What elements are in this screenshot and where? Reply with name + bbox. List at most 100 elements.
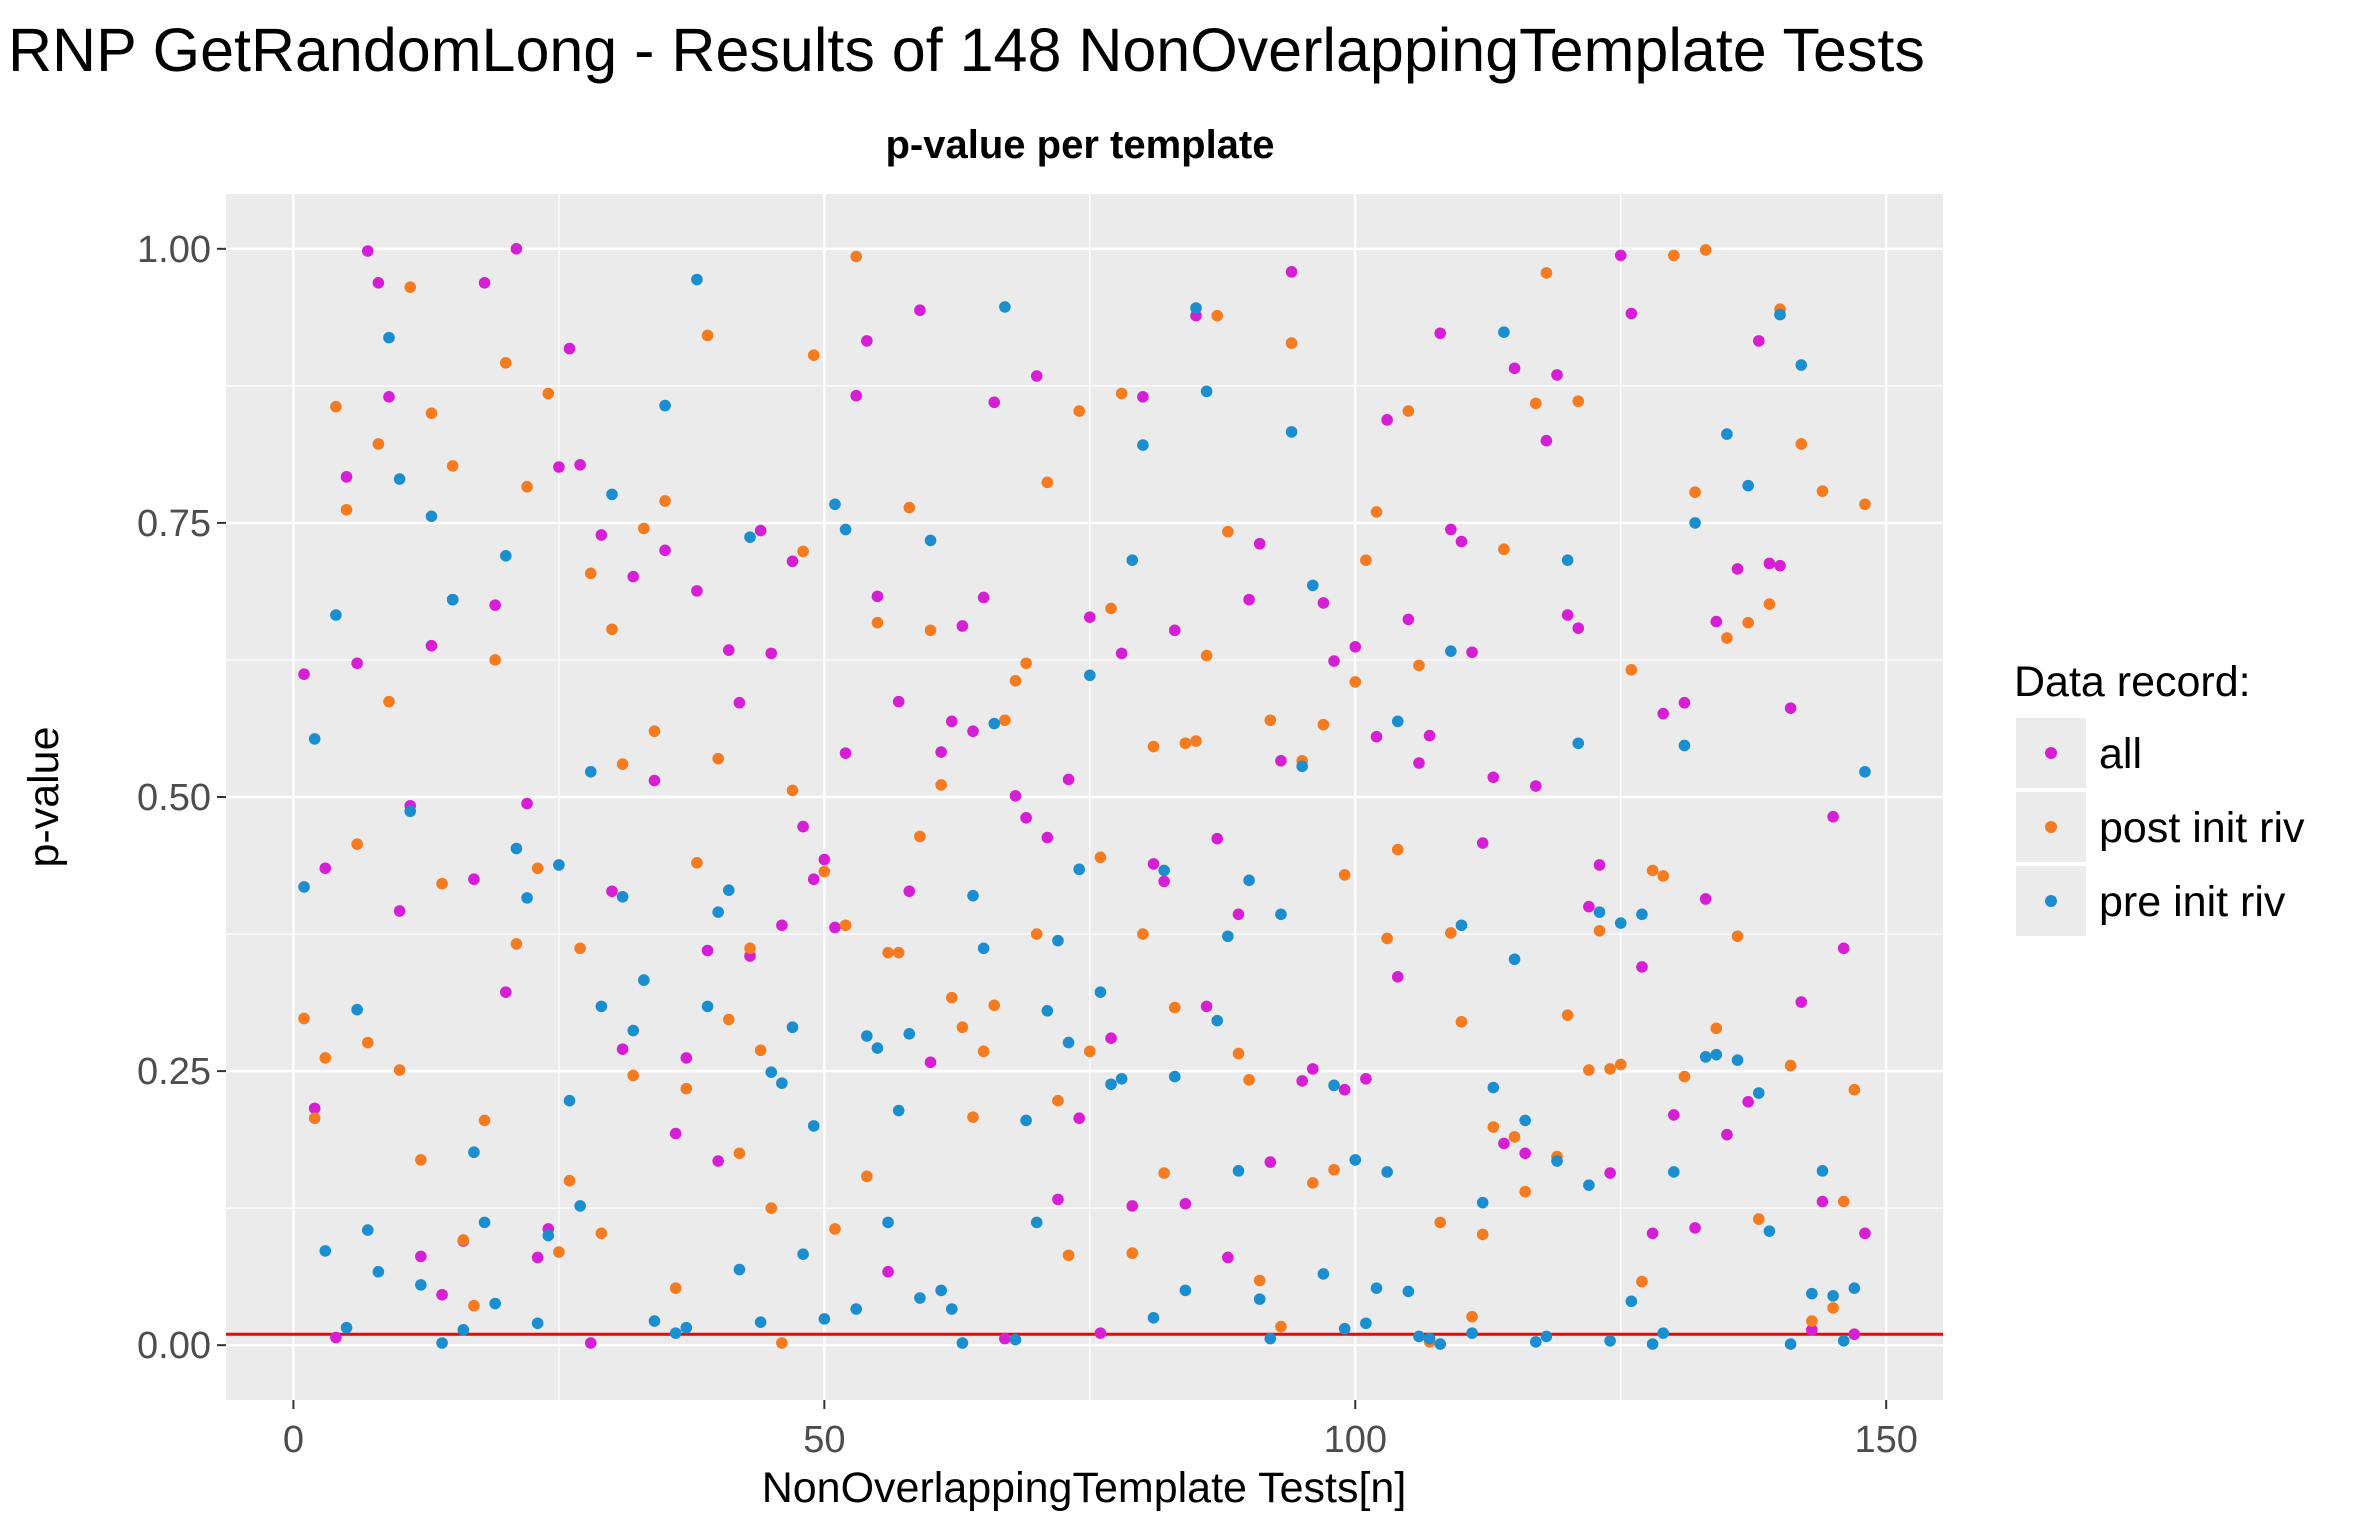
data-point: [1306, 1063, 1319, 1075]
data-point: [1232, 908, 1245, 921]
data-point: [1487, 771, 1500, 784]
data-point: [680, 1321, 693, 1334]
data-point: [733, 696, 746, 709]
data-point: [1614, 917, 1627, 929]
data-point: [584, 567, 597, 580]
data-point: [1593, 906, 1606, 918]
data-point: [1699, 1051, 1712, 1063]
data-point: [701, 944, 714, 957]
data-point: [1466, 1327, 1478, 1339]
data-point: [1179, 1197, 1192, 1210]
data-point: [691, 585, 703, 597]
data-point: [701, 329, 714, 342]
data-point: [1508, 362, 1521, 375]
data-point: [1636, 961, 1648, 973]
data-point: [1105, 1078, 1117, 1091]
data-point: [1243, 593, 1255, 606]
data-point: [1668, 249, 1680, 262]
data-point: [1434, 1216, 1447, 1229]
legend: Data record: all post init riv pre init ri…: [2014, 658, 2305, 936]
x-tick-label: 100: [1324, 1419, 1387, 1461]
data-point: [1073, 405, 1085, 417]
data-point: [1816, 1165, 1829, 1177]
data-point: [839, 523, 852, 536]
data-point: [1699, 244, 1712, 256]
data-point: [1519, 1114, 1531, 1127]
data-point: [308, 1112, 321, 1125]
data-point: [1827, 1290, 1839, 1302]
data-point: [1837, 1334, 1850, 1347]
data-point: [361, 1036, 374, 1049]
data-point: [1062, 1036, 1075, 1049]
data-point: [627, 570, 640, 583]
data-point: [935, 1284, 947, 1297]
data-point: [1498, 543, 1510, 556]
data-point: [521, 892, 533, 904]
data-point: [383, 391, 395, 403]
data-point: [765, 1202, 778, 1214]
data-point: [1370, 1282, 1383, 1294]
data-point: [999, 714, 1011, 727]
data-point: [1370, 506, 1383, 518]
data-point: [945, 715, 958, 728]
data-point: [776, 919, 788, 932]
data-point: [871, 590, 884, 603]
data-point: [850, 1303, 863, 1315]
data-point: [1668, 1166, 1680, 1178]
data-point: [977, 942, 990, 955]
data-point: [712, 1155, 724, 1167]
data-point: [1763, 598, 1776, 610]
data-point: [404, 281, 417, 293]
data-point: [1285, 266, 1298, 278]
data-point: [1147, 1311, 1160, 1324]
data-point: [1583, 1179, 1595, 1191]
data-point: [1200, 385, 1213, 398]
data-point: [1710, 1022, 1723, 1035]
data-point: [425, 510, 438, 523]
data-point: [1275, 908, 1287, 921]
data-point: [627, 1069, 640, 1082]
data-point: [330, 609, 342, 621]
data-point: [1052, 1094, 1064, 1107]
data-point: [319, 1052, 332, 1064]
data-point: [393, 905, 406, 917]
data-point: [754, 1044, 767, 1057]
data-point: [584, 1337, 597, 1349]
data-point: [648, 725, 661, 738]
data-point: [701, 1000, 714, 1013]
data-point: [542, 1229, 555, 1242]
y-axis: 0.00 0.25 0.50 0.75 1.00: [137, 229, 226, 1367]
data-point: [542, 387, 555, 400]
data-point: [861, 1030, 873, 1042]
data-point: [1009, 790, 1022, 802]
data-point: [446, 593, 459, 606]
data-point: [850, 389, 863, 402]
data-point: [1519, 1147, 1531, 1160]
data-point: [436, 1337, 448, 1349]
data-point: [383, 331, 395, 344]
data-point: [1317, 597, 1330, 609]
data-point: [722, 884, 735, 896]
data-point: [892, 1104, 905, 1117]
data-point: [468, 873, 480, 886]
data-point: [797, 545, 809, 558]
data-point: [1625, 307, 1638, 320]
data-point: [563, 1094, 576, 1107]
data-point: [298, 1012, 310, 1025]
data-point: [510, 842, 523, 855]
data-point: [1572, 395, 1585, 408]
data-point: [1657, 707, 1670, 720]
data-point: [404, 805, 417, 818]
data-point: [1848, 1282, 1861, 1294]
data-point: [1020, 1114, 1032, 1127]
data-point: [1402, 405, 1415, 417]
data-point: [1094, 986, 1107, 998]
data-point: [1137, 391, 1149, 403]
data-point: [1721, 428, 1733, 440]
data-point: [499, 357, 512, 369]
data-point: [521, 480, 533, 493]
data-point: [1583, 1064, 1595, 1076]
data-point: [1200, 1000, 1213, 1013]
legend-title: Data record:: [2014, 658, 2251, 706]
